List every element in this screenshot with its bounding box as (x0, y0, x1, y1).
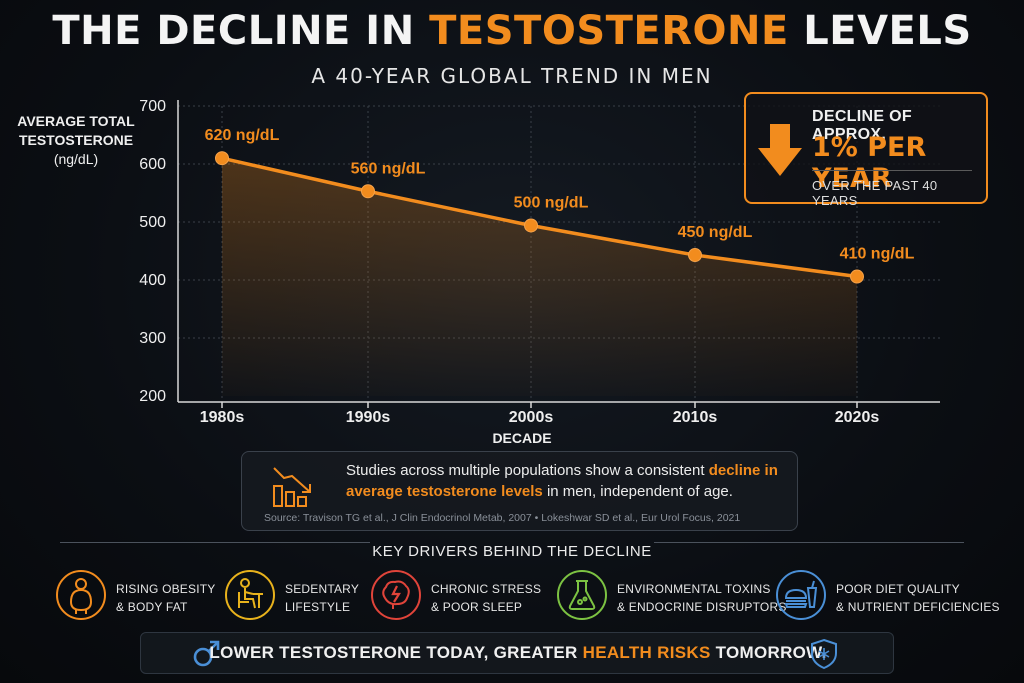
y-ticks: 700 600 500 400 300 200 (139, 98, 166, 405)
data-label: 560 ng/dL (351, 160, 426, 177)
callout-rate: 1% PER YEAR (812, 132, 927, 194)
data-label: 620 ng/dL (205, 127, 280, 144)
data-label: 500 ng/dL (514, 194, 589, 211)
driver-stress-line2: & POOR SLEEP (431, 600, 523, 614)
data-point (361, 184, 375, 199)
footer-banner: LOWER TESTOSTERONE TODAY, GREATER HEALTH… (140, 632, 894, 674)
data-point (688, 248, 702, 263)
area-fill (222, 158, 857, 396)
y-axis-label: AVERAGE TOTAL TESTOSTERONE (ng/dL) (8, 112, 144, 169)
study-info-box: Studies across multiple populations show… (241, 451, 798, 531)
y-axis-unit: (ng/dL) (53, 151, 99, 167)
data-label: 410 ng/dL (840, 246, 915, 263)
y-tick-label: 300 (139, 330, 166, 347)
footer-text-after: TOMORROW. (710, 643, 827, 662)
x-axis-label: DECADE (492, 430, 551, 446)
data-point (850, 269, 864, 284)
y-tick-label: 700 (139, 98, 166, 115)
x-tick-label: 1990s (346, 409, 391, 426)
title-part2: LEVELS (803, 8, 972, 54)
x-tick-label: 2000s (509, 409, 554, 426)
driver-sedentary-line2: LIFESTYLE (285, 600, 351, 614)
sedentary-person-icon (238, 578, 263, 609)
title-part1: THE DECLINE IN (52, 8, 415, 54)
title-accent: TESTOSTERONE (429, 8, 789, 54)
x-tick-label: 1980s (200, 409, 245, 426)
page-title: THE DECLINE IN TESTOSTERONE LEVELS (0, 8, 1024, 54)
study-text: Studies across multiple populations show… (346, 460, 786, 502)
driver-sedentary-line1: SEDENTARY (285, 582, 360, 596)
y-tick-label: 600 (139, 156, 166, 173)
driver-diet-line2: & NUTRIENT DEFICIENCIES (836, 600, 1000, 614)
y-axis-label-line1: AVERAGE TOTAL (17, 113, 135, 129)
driver-diet-line1: POOR DIET QUALITY (836, 582, 960, 596)
study-text-before: Studies across multiple populations show… (346, 462, 709, 479)
callout-line1: DECLINE OF APPROX. (812, 108, 912, 143)
driver-toxins-line1: ENVIRONMENTAL TOXINS (617, 582, 771, 596)
footer-text-highlight: HEALTH RISKS (582, 643, 711, 662)
x-ticks: 1980s 1990s 2000s 2010s 2020s (200, 402, 880, 426)
data-point (215, 151, 229, 166)
flask-icon (568, 580, 596, 610)
data-label: 450 ng/dL (678, 224, 753, 241)
male-symbol-icon (193, 640, 220, 667)
source-citation: Source: Travison TG et al., J Clin Endoc… (264, 512, 741, 524)
fast-food-icon (784, 580, 818, 608)
down-arrow-icon (758, 124, 802, 176)
decline-callout: DECLINE OF APPROX. 1% PER YEAR OVER THE … (744, 92, 988, 208)
x-tick-label: 2020s (835, 409, 880, 426)
study-text-after: in men, independent of age. (542, 483, 733, 500)
page-subtitle: A 40-YEAR GLOBAL TREND IN MEN (311, 64, 713, 88)
line-chart: 700 600 500 400 300 200 1980s 1990s 2000s 2010s 2… (139, 98, 940, 446)
data-labels: 620 ng/dL 560 ng/dL 500 ng/dL 450 ng/dL 410 … (205, 127, 915, 262)
footer-text: LOWER TESTOSTERONE TODAY, GREATER HEALTH… (141, 643, 895, 663)
obesity-icon (69, 578, 93, 614)
study-text-highlight: decline in average testosterone levels (346, 462, 778, 500)
driver-obesity-line1: RISING OBESITY (116, 582, 216, 596)
drivers-title: KEY DRIVERS BEHIND THE DECLINE (372, 543, 652, 560)
callout-divider (812, 170, 972, 171)
driver-stress-line1: CHRONIC STRESS (431, 582, 542, 596)
shield-icon (811, 638, 837, 670)
x-tick-label: 2010s (673, 409, 718, 426)
y-tick-label: 500 (139, 214, 166, 231)
declining-bar-chart-icon (273, 467, 311, 507)
driver-toxins-line2: & ENDOCRINE DISRUPTORS (617, 600, 787, 614)
drivers-divider (60, 540, 964, 560)
y-axis-label-line2: TESTOSTERONE (18, 132, 134, 148)
callout-line3: OVER THE PAST 40 YEARS (812, 178, 938, 208)
data-points (215, 151, 864, 284)
footer-text-before: LOWER TESTOSTERONE TODAY, GREATER (209, 643, 583, 662)
stressed-brain-icon (382, 580, 410, 609)
data-point (524, 218, 538, 233)
y-tick-label: 400 (139, 272, 166, 289)
driver-obesity-line2: & BODY FAT (116, 600, 188, 614)
y-tick-label: 200 (139, 388, 166, 405)
